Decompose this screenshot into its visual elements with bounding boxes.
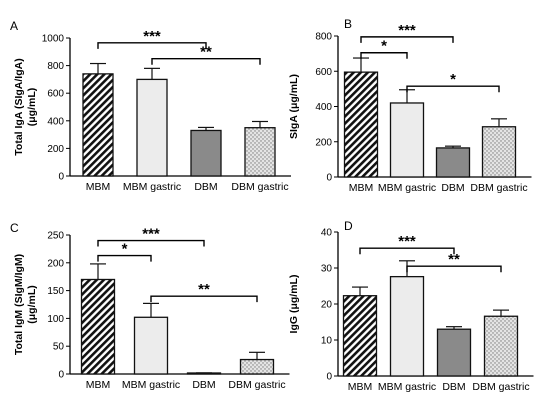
y-tick-label: 200 [315,137,332,148]
x-tick-label: MBM [86,379,111,391]
bar-dbm-gastric [481,126,517,178]
x-tick-label: MBM gastric [123,181,181,193]
y-tick-label: 20 [321,300,333,311]
y-tick-label: 200 [47,144,64,155]
x-tick-label: DBM gastric [472,381,529,393]
significance-bracket [97,239,205,247]
significance-bracket [406,265,502,273]
panel-letter: B [344,17,352,31]
significance-bracket [150,295,258,303]
significance-label: *** [398,22,416,39]
y-tick-label: 50 [53,342,65,353]
x-tick-label: MBM [86,181,111,193]
bar-dbm-gastric [239,358,275,375]
significance-bracket [97,254,152,262]
bar-mbm [342,295,378,377]
bar-mbm-gastric [133,316,169,375]
significance-bracket [359,247,455,255]
x-tick-label: DBM gastric [231,181,288,193]
bar-dbm-gastric [244,127,276,177]
y-tick-label: 600 [315,67,332,78]
y-tick-label: 0 [58,370,64,381]
y-axis-label: (μg/mL) [26,88,38,127]
panel-b: B SIgA (μg/mL) 0 200 400 600 800 MBM MBM gastric… [288,17,532,194]
significance-bracket [360,52,408,59]
y-tick-label: 10 [321,336,333,347]
panel-d: D IgG (μg/mL) 0 10 20 30 40 MBM MBM gastric DBM DB… [288,219,534,393]
bar-dbm-gastric [483,315,519,377]
y-tick-label: 600 [47,89,64,100]
panel-letter: C [10,221,19,235]
y-tick-label: 30 [321,264,333,275]
y-axis-label: Total IgA (SIgA/IgA) [13,58,25,155]
x-tick-label: DBM [194,181,217,193]
y-tick-label: 250 [47,231,64,242]
x-tick-label: DBM [442,381,465,393]
y-tick-label: 800 [315,32,332,43]
significance-label: * [450,71,456,88]
significance-label: * [122,241,128,258]
significance-label: * [381,38,387,55]
x-tick-label: MBM gastric [122,379,180,391]
y-tick-label: 400 [47,116,64,127]
bar-mbm-gastric [389,102,425,178]
y-axis-label: SIgA (μg/mL) [288,74,300,139]
y-tick-label: 150 [47,286,64,297]
x-tick-label: MBM gastric [378,381,436,393]
y-axis-label: (μg/mL) [26,285,38,324]
y-tick-label: 0 [326,372,332,383]
x-tick-label: DBM gastric [470,182,527,194]
bar-mbm-gastric [136,78,168,177]
bar-mbm [343,71,379,178]
bar-mbm-gastric [389,275,425,377]
significance-label: *** [142,226,160,243]
x-tick-label: DBM [441,182,464,194]
significance-label: *** [398,233,416,250]
y-tick-label: 800 [47,61,64,72]
panel-letter: A [10,19,18,33]
bar-dbm [190,129,222,177]
x-tick-label: MBM [349,182,374,194]
significance-label: *** [143,28,161,45]
significance-label: ** [448,251,460,268]
x-tick-label: DBM [192,379,215,391]
panel-c: C Total IgM (SIgM/IgM) (μg/mL) 0 50 100 150 200… [10,221,290,391]
significance-label: ** [200,44,212,61]
y-tick-label: 0 [58,172,64,183]
significance-bracket [406,85,500,93]
y-tick-label: 1000 [42,34,65,45]
y-tick-label: 200 [47,258,64,269]
bar-mbm [80,278,116,375]
panel-a: A Total IgA (SIgA/IgA) (μg/mL) 0 200 400 600 80… [10,19,291,193]
bar-dbm [435,147,471,178]
bar-mbm [82,73,114,177]
x-tick-label: MBM [348,381,373,393]
y-tick-label: 100 [47,314,64,325]
y-tick-label: 0 [326,173,332,184]
panel-letter: D [344,219,353,233]
significance-bracket [151,58,261,65]
y-tick-label: 40 [321,228,333,239]
y-axis-label: IgG (μg/mL) [288,275,300,334]
bar-dbm [436,328,472,377]
x-tick-label: MBM gastric [378,182,436,194]
significance-bracket [360,36,454,43]
x-tick-label: DBM gastric [228,379,285,391]
significance-bracket [97,42,207,49]
y-tick-label: 400 [315,102,332,113]
y-axis-label: Total IgM (SIgM/IgM) [13,254,25,355]
significance-label: ** [198,281,210,298]
